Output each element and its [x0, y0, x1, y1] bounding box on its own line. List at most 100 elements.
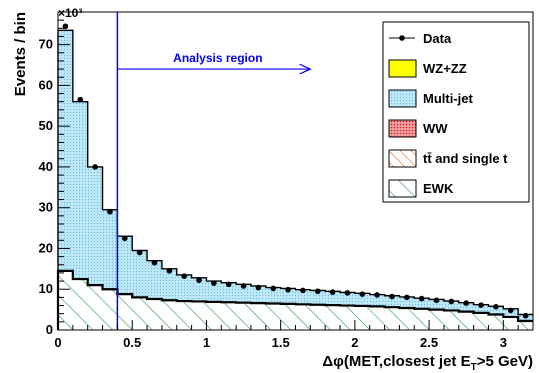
y-tick-label: 30 [39, 200, 53, 215]
y-axis-label: Events / bin [12, 12, 29, 96]
legend-label: EWK [423, 181, 454, 196]
ewk-bar [399, 307, 415, 330]
data-point [196, 277, 202, 284]
ewk-stack [58, 270, 533, 330]
ewk-bar [72, 279, 88, 330]
data-points [62, 23, 529, 319]
ewk-bar [429, 309, 444, 330]
data-point [211, 280, 217, 286]
legend-label: Data [423, 31, 452, 46]
data-point [136, 249, 143, 256]
data-point [522, 312, 529, 319]
ewk-bar [147, 299, 162, 330]
legend-swatch [388, 89, 417, 108]
ewk-outline [56, 269, 533, 330]
data-point [404, 294, 410, 301]
ewk-bar [250, 303, 266, 330]
legend-swatch [388, 179, 417, 198]
x-axis-label-main: Δφ(MET,closest jet E [322, 353, 470, 370]
legend-label: tt̄ and single t [423, 151, 508, 166]
ewk-bar [280, 303, 296, 330]
y-tick-label: 0 [46, 322, 53, 337]
legend-label: Multi-jet [423, 91, 473, 106]
data-point [329, 289, 336, 295]
ewk-bar [295, 304, 311, 330]
data-point [225, 281, 232, 288]
ewk-bar [325, 305, 341, 330]
x-tick-label: 3 [500, 335, 507, 350]
ewk-bar [518, 321, 533, 330]
data-point [77, 96, 84, 103]
multijet-bar [72, 101, 88, 330]
ewk-bar [369, 306, 385, 330]
data-point [270, 285, 277, 292]
data-point [255, 284, 262, 291]
x-tick-label: 2.5 [420, 335, 438, 350]
data-point [418, 295, 425, 302]
ewk-bar [58, 270, 73, 330]
y-tick-label: 20 [39, 240, 53, 255]
data-point [121, 235, 128, 242]
data-point [478, 302, 484, 308]
y-tick-label: 50 [39, 118, 53, 133]
legend-box [382, 21, 530, 203]
ewk-bar [161, 300, 177, 330]
ewk-bar [473, 312, 489, 330]
ewk-bar [265, 303, 281, 330]
ewk-bar [354, 305, 370, 330]
ewk-bar [206, 301, 222, 330]
analysis-region-label: Analysis region [173, 51, 262, 65]
x-axis-label: Δφ(MET,closest jet ET>5 GeV) [322, 353, 533, 373]
legend-swatch [388, 119, 417, 138]
data-point [344, 290, 351, 296]
legend-swatch [388, 59, 417, 78]
multijet-bar [58, 30, 73, 330]
x-tick-label: 1.5 [272, 335, 290, 350]
data-point [92, 164, 98, 170]
x-tick-label: 0 [54, 335, 61, 350]
ewk-bar [414, 308, 430, 330]
x-tick-label: 0.5 [123, 335, 141, 350]
data-point [359, 291, 366, 297]
legend-label: WZ+ZZ [423, 61, 467, 76]
y-tick-label: 10 [39, 281, 53, 296]
x-axis-label-sub: T [471, 362, 477, 373]
data-point [493, 303, 499, 310]
x-tick-label: 1 [203, 335, 210, 350]
data-point [433, 297, 440, 304]
ewk-bar [236, 302, 251, 330]
data-point [181, 273, 187, 279]
data-point [151, 259, 158, 266]
legend-swatch [388, 149, 417, 168]
x-tick-label: 2 [351, 335, 358, 350]
data-point [285, 286, 291, 293]
legend: Data WZ+ZZ Multi-jet WW tt̄ and single t EWK [382, 21, 530, 203]
data-point [448, 298, 455, 305]
data-point [389, 293, 395, 300]
y-exponent-label: ×10³ [58, 6, 82, 20]
ewk-bar [176, 301, 192, 330]
data-point [314, 288, 321, 295]
x-axis-label-tail: >5 GeV) [477, 353, 533, 370]
legend-label: WW [423, 121, 448, 136]
y-tick-label: 70 [39, 37, 53, 52]
ewk-bar [310, 304, 326, 330]
ewk-bar [87, 285, 103, 330]
ewk-bar [132, 297, 148, 330]
data-point [240, 283, 247, 289]
data-point [166, 268, 173, 274]
ewk-bar [102, 289, 118, 330]
ewk-bar [458, 311, 474, 330]
ewk-bar [503, 316, 519, 330]
legend-data-marker [399, 35, 405, 41]
y-tick-label: 40 [39, 159, 53, 174]
data-point [62, 23, 69, 30]
ewk-bar [117, 294, 133, 330]
data-point [507, 307, 514, 314]
ewk-bar [443, 310, 459, 330]
data-point [374, 292, 380, 298]
ewk-bar [340, 305, 355, 330]
y-axis: 0 10 20 30 40 50 60 70 [39, 19, 70, 337]
ewk-bar [221, 302, 237, 330]
